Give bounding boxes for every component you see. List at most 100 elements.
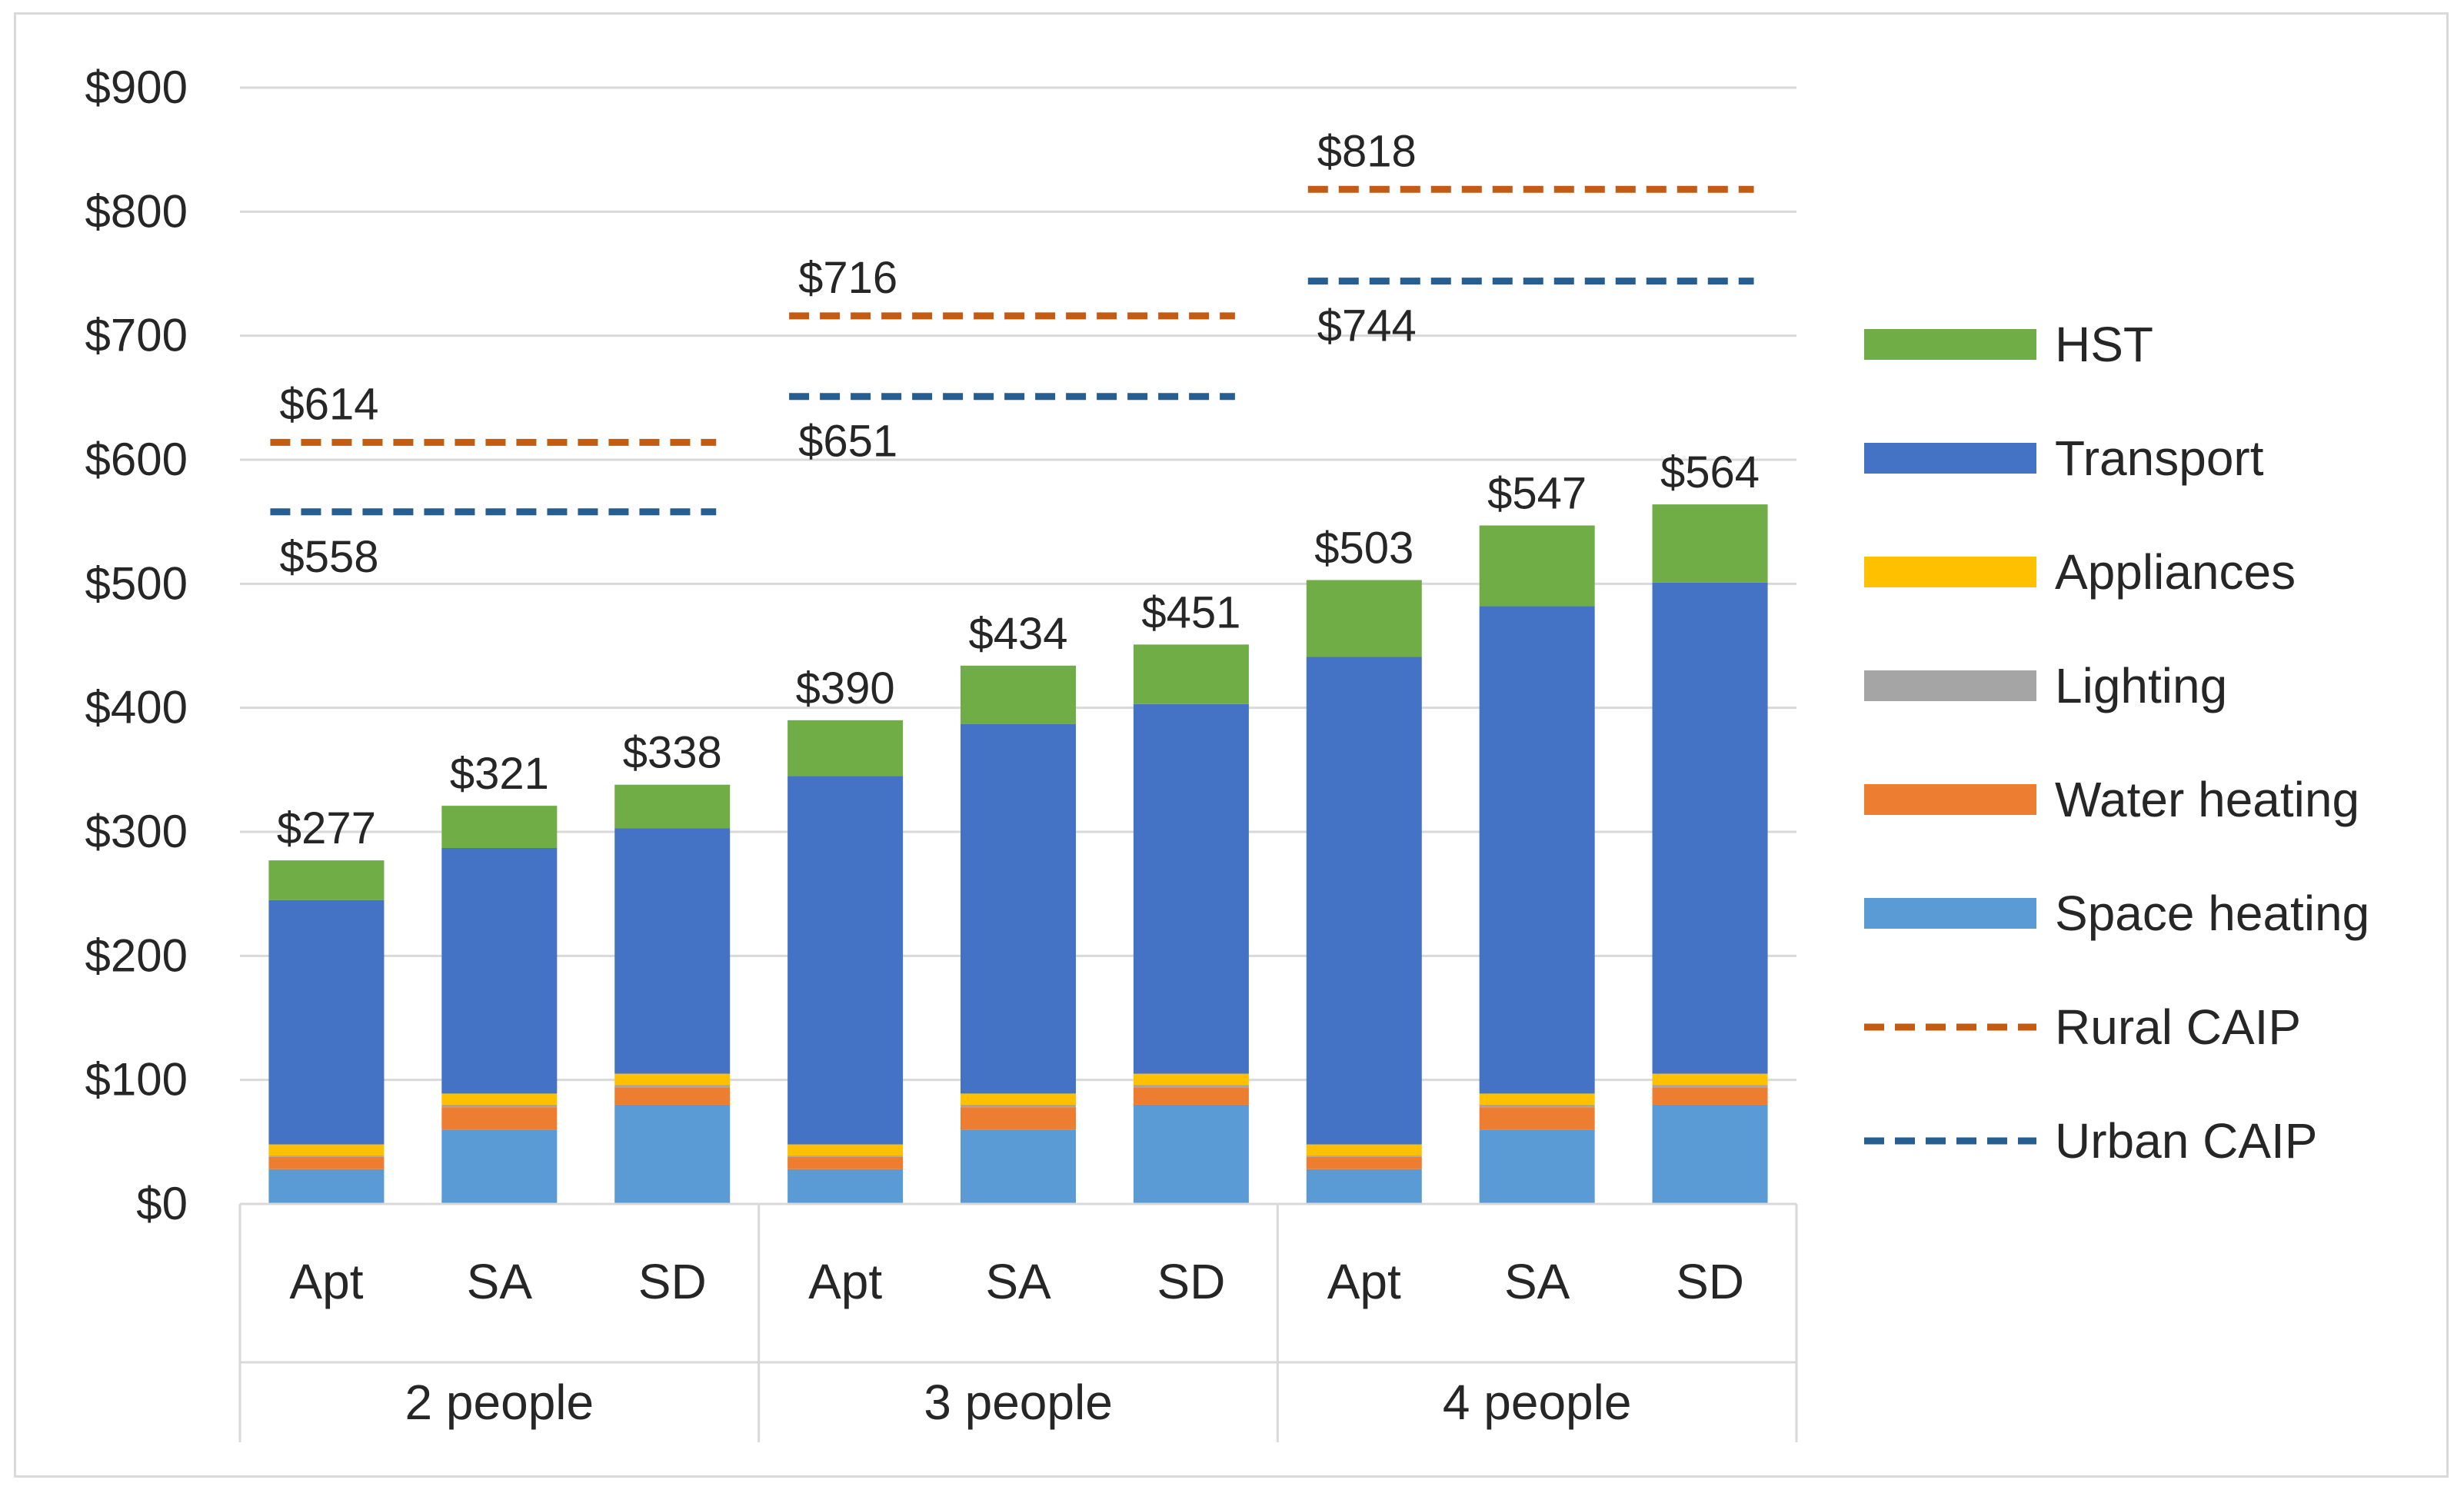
bar-total-label: $564 [1660, 447, 1760, 497]
legend-label: Water heating [2055, 772, 2359, 827]
legend-item: HST [1864, 317, 2153, 372]
legend-swatch [1864, 443, 2036, 474]
bar-segment-water-heating [441, 1107, 558, 1130]
x-group-label: 2 people [405, 1375, 594, 1430]
urban-caip-label: $744 [1317, 301, 1417, 351]
bar-total-label: $338 [623, 728, 722, 778]
legend-item: Space heating [1864, 886, 2369, 941]
y-tick-label: $700 [85, 310, 188, 361]
rural-caip-label: $716 [798, 253, 897, 303]
rural-caip-label: $614 [279, 379, 378, 429]
legend-item: Rural CAIP [1864, 999, 2301, 1055]
legend-swatch [1864, 784, 2036, 815]
y-tick-label: $200 [85, 929, 188, 981]
y-axis-tick-labels: $0 $100 $200 $300 $400 $500 $600 $700 $800 $900 [85, 62, 188, 1229]
bar-segment-transport [1133, 703, 1249, 1074]
legend-item: Lighting [1864, 658, 2227, 713]
legend-label: Space heating [2055, 886, 2369, 941]
bar-segment-water-heating [961, 1107, 1076, 1130]
legend-item: Urban CAIP [1864, 1113, 2317, 1169]
y-tick-label: $400 [85, 682, 188, 733]
bar-segment-hst [614, 784, 731, 829]
bar-segment-space-heating [787, 1169, 904, 1204]
y-tick-label: $300 [85, 806, 188, 857]
bar-segment-appliances [1133, 1073, 1249, 1086]
x-category-label: SD [1676, 1254, 1744, 1309]
bar-segment-space-heating [268, 1169, 385, 1204]
bar-total-label: $547 [1487, 469, 1587, 519]
bar-segment-transport [614, 828, 731, 1074]
legend-label: Urban CAIP [2055, 1113, 2317, 1169]
y-tick-label: $800 [85, 185, 188, 237]
bar-segment-appliances [1306, 1144, 1422, 1156]
legend-label: HST [2055, 317, 2153, 372]
bar-segment-lighting [961, 1104, 1076, 1108]
bar-segment-water-heating [268, 1156, 385, 1169]
bar-segment-transport [787, 776, 904, 1145]
bar-segment-lighting [614, 1085, 731, 1088]
bar-segment-space-heating [614, 1104, 731, 1204]
bar-segment-lighting [1133, 1085, 1249, 1088]
bar-total-label: $390 [796, 663, 895, 713]
x-category-label: SD [638, 1254, 707, 1309]
bar-segment-lighting [268, 1155, 385, 1157]
bar-segment-hst [268, 860, 385, 900]
bar-segment-hst [961, 665, 1076, 724]
bar-segment-hst [1652, 504, 1768, 583]
bar-segment-appliances [787, 1144, 904, 1156]
bar-total-label: $434 [968, 609, 1067, 659]
bar-segment-appliances [1479, 1093, 1595, 1105]
legend-item: Appliances [1864, 544, 2296, 600]
bar-segment-hst [441, 806, 558, 848]
y-tick-label: $0 [136, 1178, 188, 1229]
y-tick-label: $600 [85, 434, 188, 485]
bar-segment-lighting [441, 1104, 558, 1108]
bars [268, 504, 1768, 1204]
bar-segment-hst [1479, 525, 1595, 607]
bar-segment-appliances [441, 1093, 558, 1105]
bar-segment-transport [1479, 606, 1595, 1094]
bar-segment-water-heating [1133, 1087, 1249, 1105]
bar-segment-water-heating [1652, 1087, 1768, 1105]
bar-total-label: $277 [277, 803, 376, 853]
x-category-label: SA [467, 1254, 533, 1309]
bar-total-label: $503 [1314, 523, 1413, 573]
x-category-label: Apt [289, 1254, 363, 1309]
bar-segment-transport [961, 723, 1076, 1094]
legend: HST Transport Appliances Lighting Water heat… [1864, 317, 2369, 1169]
legend-item: Water heating [1864, 772, 2359, 827]
x-category-label: Apt [1327, 1254, 1401, 1309]
bar-total-labels: $277 $321 $338 $390 $434 $451 $503 $547 $564 [277, 447, 1760, 853]
urban-caip-label: $651 [798, 417, 897, 467]
bar-segment-water-heating [614, 1087, 731, 1105]
bar-segment-lighting [1479, 1104, 1595, 1108]
bar-segment-appliances [614, 1073, 731, 1086]
bar-segment-transport [1306, 657, 1422, 1145]
caip-lines: $614 $558 $716 $651 $818 $744 [270, 126, 1754, 582]
bar-segment-hst [787, 720, 904, 776]
bar-segment-space-heating [1306, 1169, 1422, 1204]
legend-swatch [1864, 898, 2036, 929]
bar-segment-water-heating [1306, 1156, 1422, 1169]
bar-segment-lighting [1306, 1155, 1422, 1157]
bar-segment-space-heating [1479, 1129, 1595, 1204]
bar-total-label: $321 [450, 749, 549, 799]
legend-swatch [1864, 557, 2036, 587]
bar-segment-space-heating [961, 1129, 1076, 1204]
bar-segment-space-heating [441, 1129, 558, 1204]
bar-segment-space-heating [1652, 1104, 1768, 1204]
bar-segment-space-heating [1133, 1104, 1249, 1204]
bar-segment-appliances [961, 1093, 1076, 1105]
legend-swatch [1864, 670, 2036, 701]
legend-swatch [1864, 329, 2036, 360]
x-category-label: Apt [808, 1254, 882, 1309]
legend-label: Rural CAIP [2055, 999, 2301, 1055]
x-group-label: 4 people [1443, 1375, 1632, 1430]
bar-segment-appliances [1652, 1073, 1768, 1086]
urban-caip-label: $558 [279, 532, 378, 582]
y-tick-label: $100 [85, 1054, 188, 1106]
legend-item: Transport [1864, 431, 2264, 486]
bar-segment-hst [1133, 644, 1249, 704]
bar-segment-water-heating [1479, 1107, 1595, 1130]
